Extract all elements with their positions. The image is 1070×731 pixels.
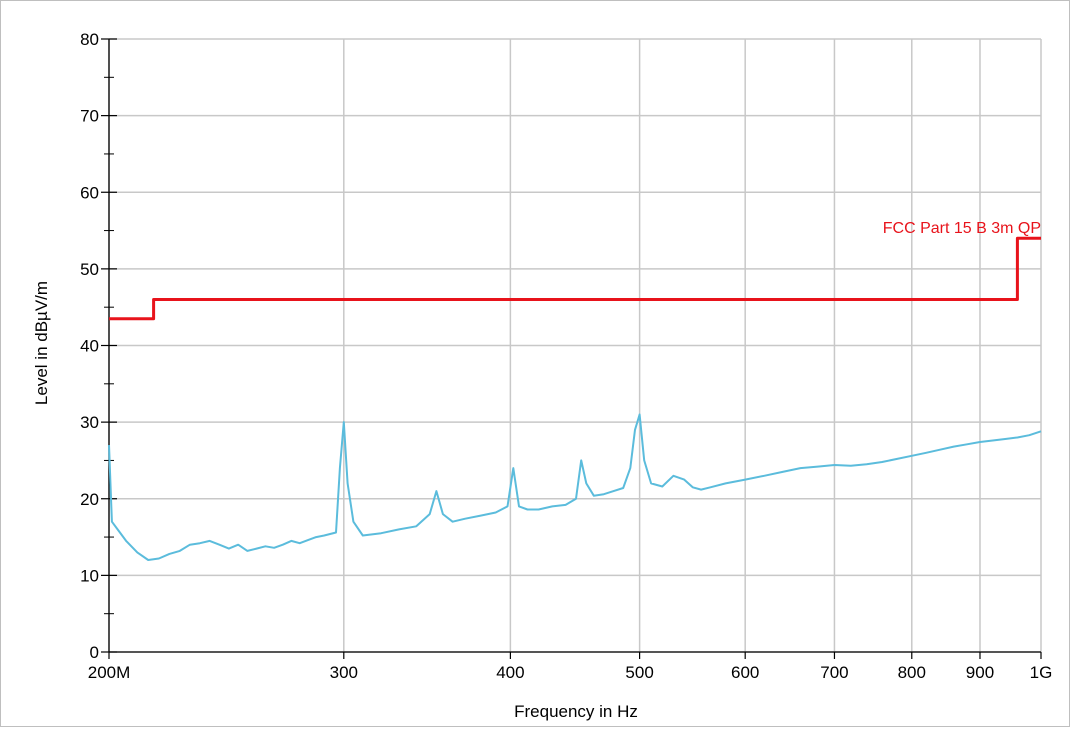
y-tick-label: 80: [80, 30, 99, 49]
y-tick-label: 40: [80, 337, 99, 356]
x-tick-label: 900: [966, 663, 994, 682]
x-tick-label: 200M: [88, 663, 131, 682]
y-tick-label: 70: [80, 107, 99, 126]
measurement-trace: [108, 413, 1042, 561]
y-tick-label: 10: [80, 566, 99, 585]
y-axis-label: Level in dBµV/m: [32, 281, 51, 405]
x-tick-label: 600: [731, 663, 759, 682]
x-tick-label: 300: [330, 663, 358, 682]
axes: [101, 38, 1042, 659]
y-tick-label: 50: [80, 260, 99, 279]
grid: [108, 38, 1042, 653]
limit-label: FCC Part 15 B 3m QP: [883, 220, 1041, 237]
y-tick-label: 60: [80, 183, 99, 202]
y-tick-label: 20: [80, 490, 99, 509]
limit-line: [109, 236, 1041, 321]
y-tick-label: 0: [90, 643, 99, 662]
x-tick-label: 800: [898, 663, 926, 682]
x-tick-label: 400: [496, 663, 524, 682]
y-tick-label: 30: [80, 413, 99, 432]
x-tick-label: 700: [820, 663, 848, 682]
labels-layer: 200M 300 400 500 600 700 800 900 1G 0 10 20 30 40 50 60…: [80, 30, 1052, 682]
x-tick-label: 1G: [1030, 663, 1053, 682]
x-tick-label: 500: [625, 663, 653, 682]
x-axis-label: Frequency in Hz: [514, 702, 638, 721]
series-layer: [108, 236, 1042, 561]
